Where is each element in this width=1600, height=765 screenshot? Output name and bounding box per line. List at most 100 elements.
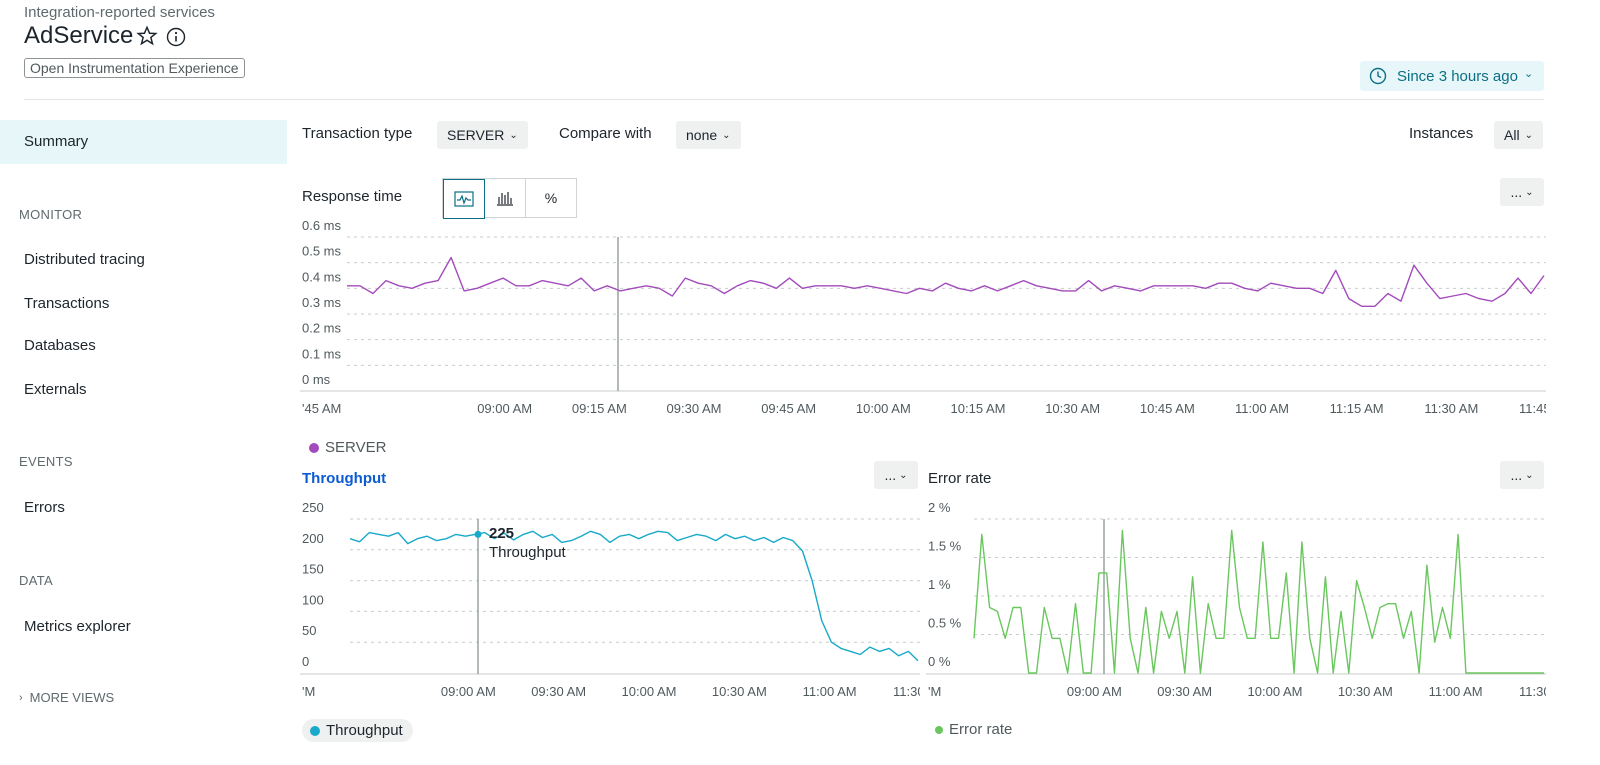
response-time-chart: 0.6 ms 0.5 ms 0.4 ms 0.3 ms 0.2 ms 0.1 ms 0 ms… [300,218,1546,416]
sidebar-item-externals[interactable]: Externals [24,381,87,398]
y-tick-label: 0.6 ms [302,218,342,233]
chevron-down-icon: ⌄ [509,129,518,141]
sidebar-section-monitor: MONITOR [19,207,83,222]
info-icon[interactable] [166,27,186,47]
x-tick-label: 10:30 AM [712,684,767,699]
x-tick-label: 10:30 AM [1045,401,1100,416]
sidebar-item-transactions[interactable]: Transactions [24,295,110,312]
chevron-down-icon: ⌄ [1524,129,1533,141]
line-chart-icon [454,191,474,207]
y-tick-label: 200 [302,531,324,546]
chevron-down-icon: ⌄ [1524,68,1534,80]
legend-dot [935,725,943,734]
transaction-type-value: SERVER [447,127,505,143]
x-tick-label: '45 AM [302,401,341,416]
x-tick-label: 09:15 AM [572,401,627,416]
header-divider [24,99,1544,100]
time-picker-button[interactable]: Since 3 hours ago ⌄ [1360,61,1544,91]
x-tick-label: 10:15 AM [951,401,1006,416]
series-line [347,256,1545,308]
y-tick-label: 0.1 ms [302,346,342,361]
y-tick-label: 0.5 ms [302,244,342,259]
line-chart-view-button[interactable] [443,179,485,219]
tooltip-label: Throughput [489,544,566,561]
throughput-menu-button[interactable]: ... ⌄ [874,461,918,489]
transaction-type-dropdown[interactable]: SERVER ⌄ [437,121,528,149]
instances-label: Instances [1409,125,1474,142]
response-time-menu-button[interactable]: ... ⌄ [1500,178,1544,206]
error-rate-legend[interactable]: Error rate [935,721,1012,738]
y-tick-label: 1.5 % [928,539,962,554]
x-tick-label: 10:45 AM [1140,401,1195,416]
compare-with-value: none [686,127,718,143]
y-tick-label: 0 % [928,654,951,669]
y-tick-label: 250 [302,500,324,515]
x-tick-label: 09:30 AM [1157,684,1212,699]
clock-icon [1369,67,1387,85]
x-tick-label: 11:00 AM [1235,401,1289,416]
sidebar-item-distributed-tracing[interactable]: Distributed tracing [24,251,145,268]
throughput-title[interactable]: Throughput [302,470,387,487]
y-tick-label: 1 % [928,577,951,592]
tooltip-marker [474,530,482,538]
transaction-type-label: Transaction type [302,125,413,142]
y-tick-label: 50 [302,623,316,638]
sidebar-item-summary[interactable]: Summary [0,120,287,164]
histogram-view-button[interactable] [485,179,526,217]
error-rate-chart: 2 % 1.5 % 1 % 0.5 % 0 % 'M 09:00 AM 09:30 AM 10:… [926,500,1546,699]
error-rate-menu-button[interactable]: ... ⌄ [1500,461,1544,489]
x-tick-label: 09:00 AM [477,401,532,416]
chevron-down-icon: ⌄ [722,129,731,141]
compare-with-label: Compare with [559,125,652,142]
error-rate-title: Error rate [928,470,992,487]
y-tick-label: 150 [302,562,324,577]
sidebar-item-metrics-explorer[interactable]: Metrics explorer [24,618,131,635]
x-tick-label: 11:15 AM [1330,401,1384,416]
instrumentation-tag: Open Instrumentation Experience [24,58,245,78]
legend-label: Error rate [949,721,1013,738]
sidebar-item-databases[interactable]: Databases [24,337,96,354]
y-tick-label: 0.2 ms [302,321,342,336]
x-tick-label: 10:00 AM [856,401,911,416]
response-time-legend[interactable]: SERVER [309,439,386,456]
legend-dot [309,442,319,453]
x-tick-label: 10:00 AM [622,684,677,699]
x-tick-label: 10:00 AM [1248,684,1303,699]
y-tick-label: 0 ms [302,372,331,387]
throughput-legend[interactable]: Throughput [302,719,413,742]
x-tick-label: 09:45 AM [761,401,816,416]
page-subtitle: Integration-reported services [24,4,215,21]
chevron-down-icon: ⌄ [1525,186,1534,198]
x-tick-label: 10:30 AM [1338,684,1393,699]
x-tick-label: 09:30 AM [531,684,586,699]
x-tick-label: 11:00 AM [1429,684,1483,699]
x-tick-label: 11:30 AM [893,684,920,699]
page-title: AdService [24,22,134,49]
instances-value: All [1504,127,1520,143]
y-tick-label: 100 [302,592,324,607]
percentile-view-button[interactable]: % [544,190,558,206]
x-tick-label: 'M [928,684,941,699]
x-tick-label: 11:45 AM [1519,401,1546,416]
more-views-toggle[interactable]: › MORE VIEWS [19,690,114,705]
legend-label: Throughput [326,722,403,739]
series-line [973,529,1544,674]
tooltip-value: 225 [489,525,515,542]
x-tick-label: 09:30 AM [667,401,722,416]
instances-dropdown[interactable]: All ⌄ [1494,121,1543,149]
y-tick-label: 2 % [928,500,951,515]
sidebar-item-label: Summary [24,133,89,150]
time-picker-label: Since 3 hours ago [1397,67,1518,85]
sidebar-section-events: EVENTS [19,454,73,469]
sidebar-item-errors[interactable]: Errors [24,499,65,516]
throughput-chart: 250 200 150 100 50 0 'M 09:00 AM 09:30 AM 10:00 A… [300,500,920,699]
legend-label: SERVER [325,439,387,456]
y-tick-label: 0.3 ms [302,295,342,310]
y-tick-label: 0.4 ms [302,269,342,284]
chart-view-toggle: % [442,178,577,219]
x-tick-label: 'M [302,684,315,699]
response-time-title: Response time [302,188,403,205]
x-tick-label: 11:30 AM [1519,684,1546,699]
compare-with-dropdown[interactable]: none ⌄ [676,121,741,149]
star-icon[interactable] [136,25,158,47]
